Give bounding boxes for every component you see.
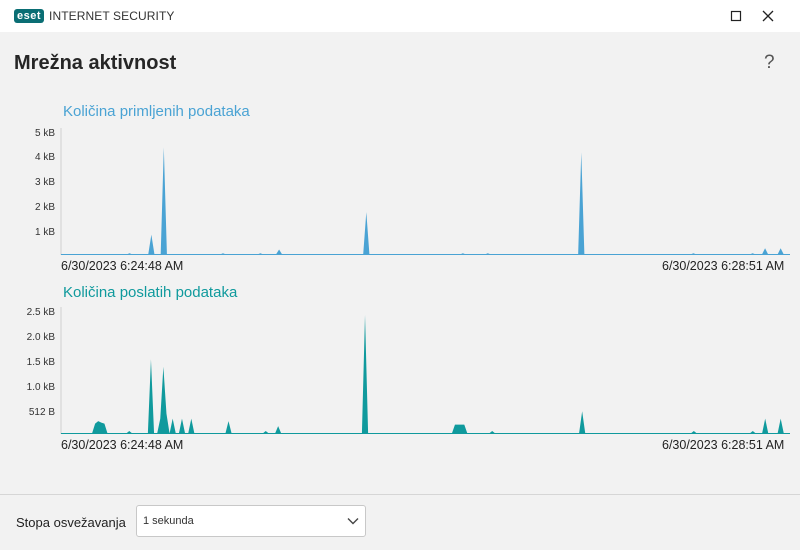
received-series	[61, 147, 790, 255]
sent-y-tick: 1.0 kB	[26, 382, 55, 393]
chevron-down-icon	[347, 518, 359, 525]
received-y-tick: 2 kB	[34, 202, 55, 213]
received-area	[61, 147, 790, 255]
app-logo: eset INTERNET SECURITY	[14, 9, 175, 23]
sent-series	[61, 314, 790, 434]
footer-bar: Stopa osvežavanja 1 sekunda	[0, 494, 800, 550]
sent-x-start-label: 6/30/2023 6:24:48 AM	[61, 438, 184, 452]
refresh-rate-select[interactable]: 1 sekunda	[136, 505, 366, 537]
eset-logo-badge: eset	[14, 9, 45, 23]
title-bar: eset INTERNET SECURITY	[0, 0, 800, 32]
close-icon	[762, 10, 774, 22]
received-y-tick: 1 kB	[34, 227, 55, 238]
sent-y-tick: 1.5 kB	[26, 357, 55, 368]
maximize-icon	[730, 10, 742, 22]
sent-y-tick: 2.0 kB	[26, 332, 55, 343]
refresh-rate-label: Stopa osvežavanja	[16, 515, 126, 530]
network-charts-canvas	[60, 128, 790, 434]
close-button[interactable]	[754, 4, 782, 28]
maximize-button[interactable]	[722, 4, 750, 28]
received-chart-title: Količina primljenih podataka	[63, 103, 250, 120]
sent-y-tick: 512 B	[28, 407, 55, 418]
received-y-tick: 5 kB	[34, 128, 55, 139]
help-icon[interactable]: ?	[764, 52, 775, 73]
sent-area	[61, 314, 790, 434]
refresh-rate-value: 1 sekunda	[143, 515, 194, 527]
sent-y-tick: 2.5 kB	[26, 307, 55, 318]
sent-chart-title: Količina poslatih podataka	[63, 284, 238, 301]
received-y-tick: 4 kB	[34, 152, 55, 163]
sent-x-end-label: 6/30/2023 6:28:51 AM	[662, 438, 785, 452]
page-title: Mrežna aktivnost	[14, 52, 177, 74]
received-y-tick: 3 kB	[34, 177, 55, 188]
received-x-start-label: 6/30/2023 6:24:48 AM	[61, 259, 184, 273]
received-x-end-label: 6/30/2023 6:28:51 AM	[662, 259, 785, 273]
product-name: INTERNET SECURITY	[49, 9, 175, 23]
